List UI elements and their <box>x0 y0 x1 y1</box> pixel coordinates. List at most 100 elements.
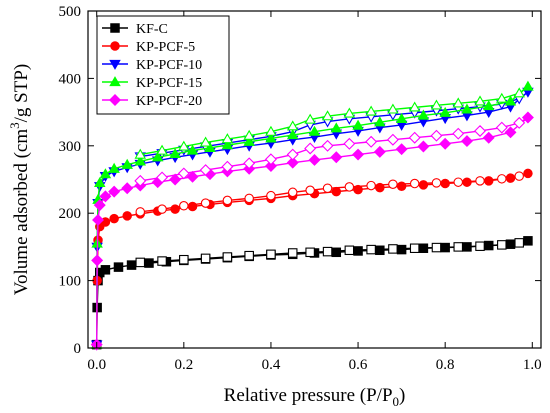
desorption-point <box>409 178 420 189</box>
desorption-point <box>321 139 334 152</box>
desorption-point <box>135 257 146 268</box>
adsorption-point <box>308 153 321 166</box>
adsorption-point <box>353 184 363 195</box>
x-axis-label: Relative pressure (P/P0) <box>224 385 406 409</box>
y-tick-label: 200 <box>59 206 82 222</box>
desorption-point <box>431 178 442 188</box>
desorption-point <box>409 243 420 253</box>
adsorption-point <box>186 144 199 155</box>
y-axis-label: Volume adsorbed (cm3/g STP) <box>7 64 32 296</box>
desorption-point <box>286 120 299 131</box>
x-tick-label: 0.8 <box>436 357 455 373</box>
desorption-point <box>179 254 189 265</box>
adsorption-point <box>265 132 277 143</box>
desorption-point <box>200 198 211 208</box>
desorption-point <box>343 137 356 150</box>
legend-marker <box>110 41 120 51</box>
adsorption-point <box>94 176 106 188</box>
legend: KF-C KP-PCF-5 KP-PCF-10 KP-PCF-15 KP-PCF-20 <box>96 15 230 115</box>
series-kf-c <box>91 236 533 350</box>
legend-label: KF-C <box>136 22 168 37</box>
legend-marker <box>110 23 120 33</box>
adsorption-point <box>395 143 408 156</box>
adsorption-point <box>92 213 104 226</box>
desorption-point <box>453 242 463 252</box>
desorption-point <box>452 97 464 108</box>
desorption-point <box>244 250 254 261</box>
desorption-point <box>408 101 421 112</box>
adsorption-point <box>352 119 364 130</box>
desorption-point <box>453 177 463 187</box>
adsorption-point <box>186 170 199 183</box>
adsorption-point <box>483 176 494 186</box>
x-tick-label: 0.2 <box>174 357 193 373</box>
adsorption-point <box>221 139 234 150</box>
adsorption-point <box>169 147 181 159</box>
legend-marker <box>109 76 121 87</box>
adsorption-point <box>108 162 120 173</box>
adsorption-point <box>375 182 385 193</box>
desorption-point <box>344 245 355 256</box>
desorption-point <box>322 246 333 257</box>
adsorption-point <box>134 155 147 166</box>
adsorption-point <box>353 246 363 256</box>
desorption-point <box>495 121 508 134</box>
desorption-point <box>474 124 486 137</box>
desorption-point <box>322 183 333 194</box>
adsorption-point <box>99 190 112 203</box>
desorption-point <box>430 99 443 110</box>
adsorption-point <box>286 156 299 169</box>
adsorption-point <box>396 244 407 255</box>
desorption-point <box>514 238 524 248</box>
adsorption-point <box>170 204 180 214</box>
x-tick-label: 0.0 <box>87 357 106 373</box>
desorption-point <box>513 116 526 129</box>
adsorption-point <box>483 240 494 251</box>
desorption-point <box>387 103 399 114</box>
adsorption-point <box>331 247 342 258</box>
desorption-point <box>287 187 298 198</box>
adsorption-point <box>169 173 182 186</box>
desorption-point <box>366 180 376 191</box>
desorption-point <box>475 241 485 251</box>
desorption-line <box>140 85 529 156</box>
adsorption-point <box>440 242 450 253</box>
adsorption-point <box>264 160 277 172</box>
adsorption-point <box>462 177 472 187</box>
adsorption-point <box>108 185 121 198</box>
adsorption-point <box>504 95 517 106</box>
legend-label: KP-PCF-20 <box>136 94 202 109</box>
adsorption-point <box>396 181 407 191</box>
x-tick-label: 0.4 <box>262 357 281 373</box>
desorption-point <box>179 201 189 211</box>
adsorption-point <box>417 140 430 153</box>
desorption-point <box>452 127 465 140</box>
desorption-point <box>386 133 399 146</box>
adsorption-point <box>523 168 533 179</box>
desorption-point <box>365 135 378 148</box>
desorption-point <box>388 244 398 254</box>
series-kp-pcf-5 <box>91 168 533 350</box>
axis-ticks: 0.0 0.2 0.4 0.6 0.8 1.0 0 100 200 300 400 500 <box>59 4 542 373</box>
desorption-point <box>497 240 507 250</box>
desorption-point <box>265 125 277 136</box>
adsorption-point <box>439 106 451 117</box>
desorption-point <box>157 256 167 266</box>
legend-marker <box>109 59 121 70</box>
adsorption-point <box>373 145 386 158</box>
adsorption-point <box>504 126 517 139</box>
desorption-point <box>287 248 298 258</box>
desorption-point <box>343 107 356 118</box>
desorption-point <box>344 182 355 192</box>
adsorption-point <box>121 158 133 169</box>
adsorption-point <box>418 243 429 253</box>
desorption-point <box>474 95 486 106</box>
legend-item: KP-PCF-10 <box>102 58 202 73</box>
legend-item: KP-PCF-5 <box>102 40 195 55</box>
series-kp-pcf-15 <box>90 80 534 349</box>
y-tick-label: 400 <box>59 71 82 87</box>
desorption-point <box>222 195 233 206</box>
desorption-point <box>221 133 234 144</box>
desorption-point <box>365 105 377 116</box>
adsorption-point <box>460 135 473 148</box>
